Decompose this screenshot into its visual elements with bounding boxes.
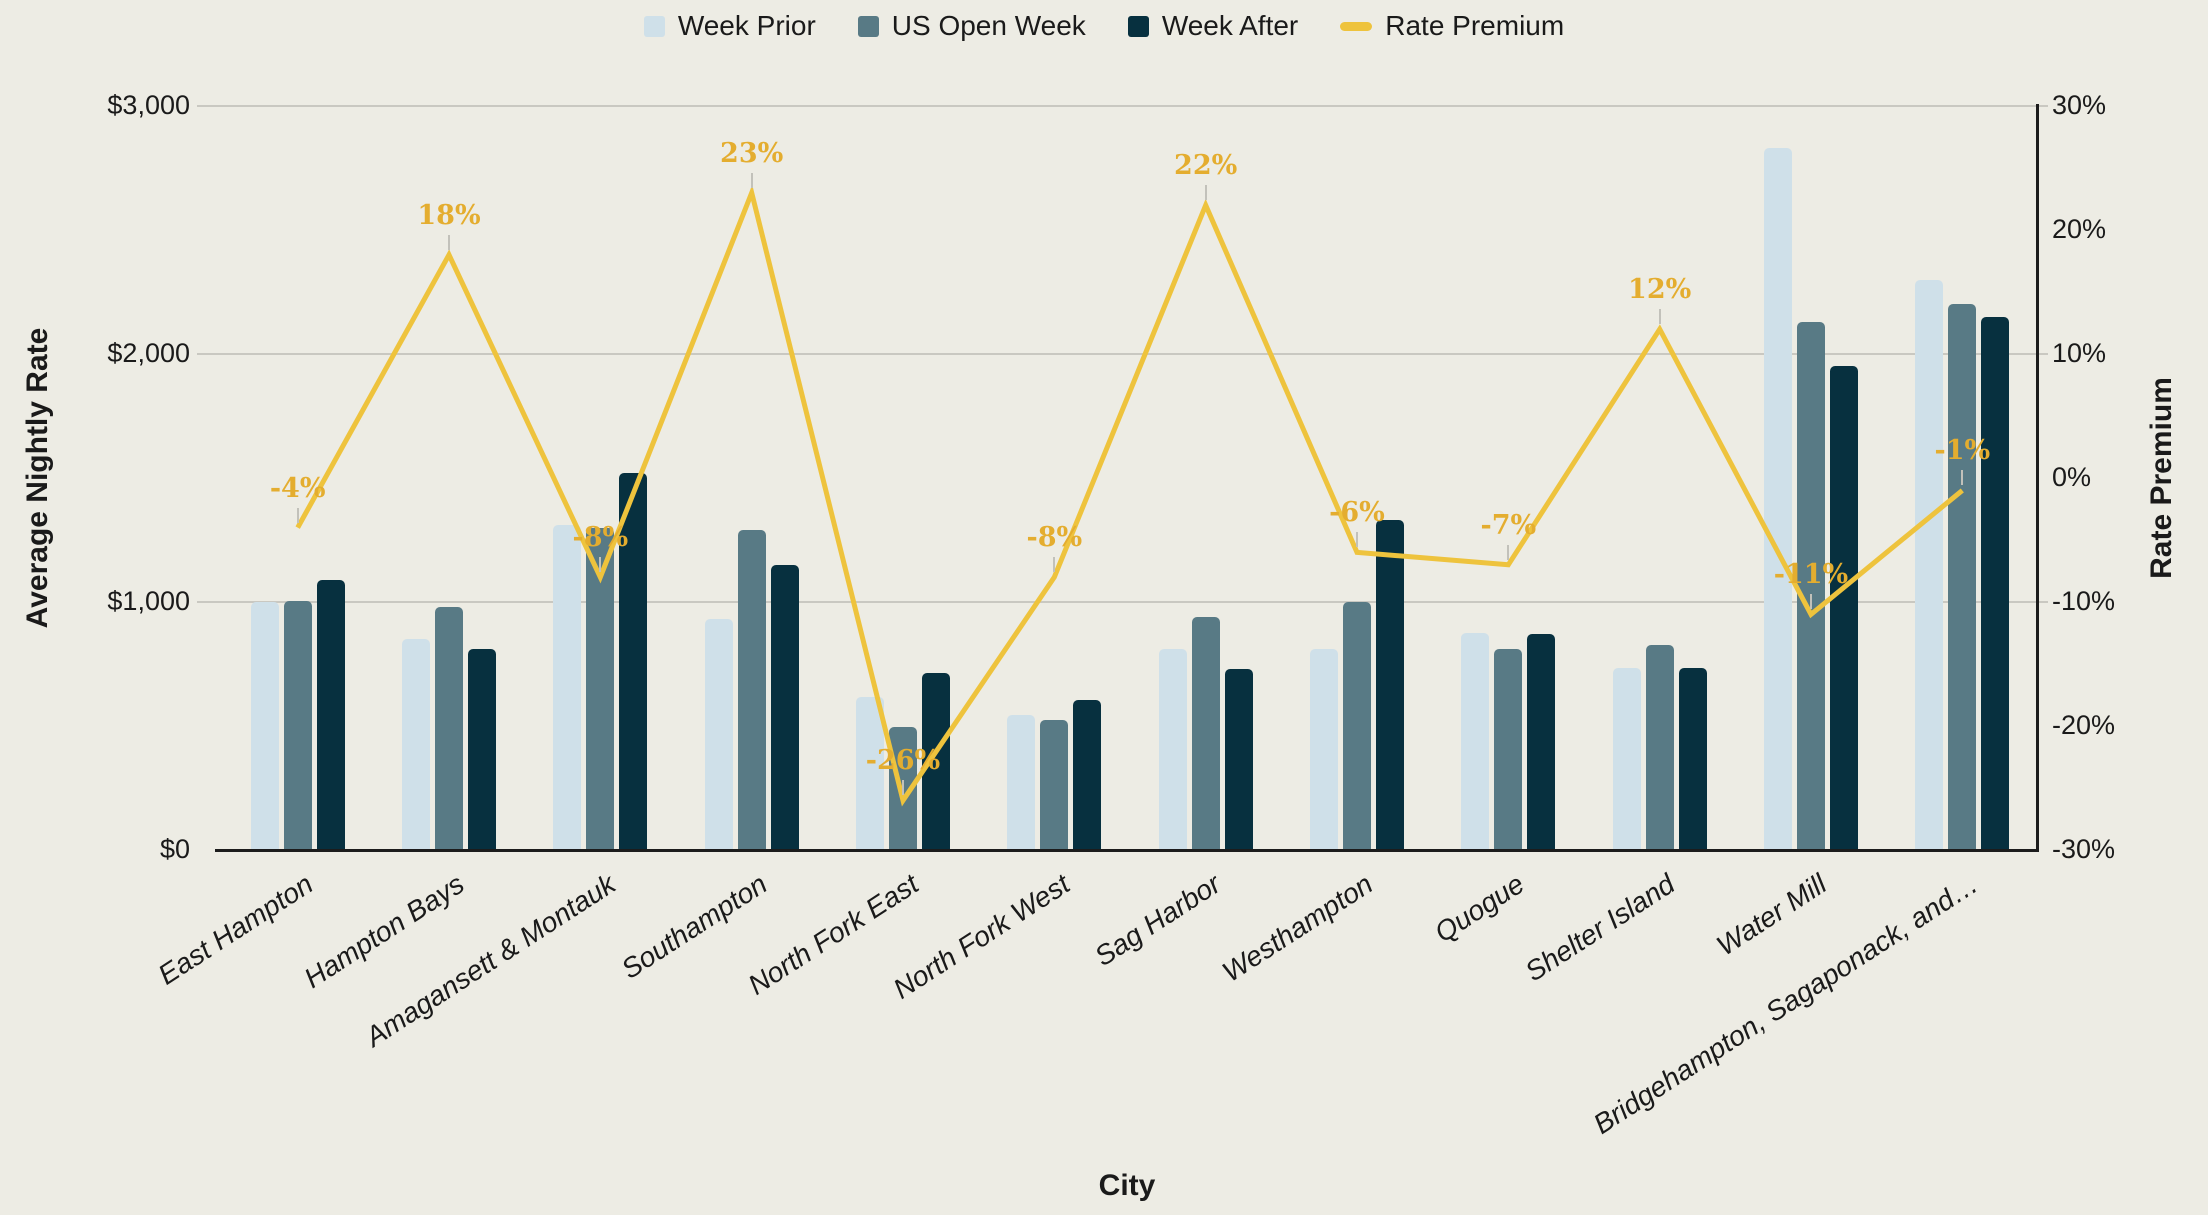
- legend-label: Rate Premium: [1385, 10, 1565, 41]
- week-after-swatch-icon: [1127, 15, 1149, 37]
- rate-premium-label-leader: [1507, 544, 1510, 560]
- bar-week-after: [1981, 316, 2010, 850]
- rate-premium-data-label: 12%: [1628, 274, 1692, 306]
- bar-us-open-week: [1040, 719, 1069, 850]
- legend-label: Week Prior: [677, 10, 816, 41]
- legend-item-rate-premium: Rate Premium: [1340, 10, 1564, 42]
- right-axis-tick-label: 30%: [2052, 90, 2107, 120]
- bar-week-prior: [1461, 633, 1490, 850]
- rate-premium-label-leader: [750, 172, 753, 188]
- rate-premium-line-swatch-icon: [1340, 21, 1373, 31]
- bar-us-open-week: [1494, 649, 1523, 850]
- bar-week-prior: [1612, 667, 1641, 850]
- x-axis-title: City: [1098, 1169, 1156, 1202]
- bar-us-open-week: [586, 527, 615, 850]
- right-axis-tick-label: 20%: [2052, 214, 2107, 244]
- left-axis-tick-label: $1,000: [107, 586, 190, 616]
- x-axis-category-label: Southampton: [615, 868, 773, 985]
- right-axis-tick-label: -30%: [2052, 834, 2116, 864]
- chart-legend: Week Prior US Open Week Week After Rate …: [0, 10, 2208, 42]
- left-axis-tick-label: $0: [159, 834, 190, 864]
- bar-us-open-week: [1948, 304, 1977, 850]
- legend-label: Week After: [1161, 10, 1299, 41]
- x-axis-category-label: Quogue: [1428, 868, 1530, 949]
- rate-premium-label-leader: [1204, 185, 1207, 201]
- bar-week-after: [1527, 634, 1556, 850]
- bar-week-prior: [1310, 649, 1338, 850]
- us-open-week-swatch-icon: [857, 15, 879, 37]
- right-axis-tick-label: -10%: [2052, 586, 2116, 616]
- x-axis-category-label: Westhampton: [1216, 868, 1378, 988]
- rate-premium-data-label: -11%: [1773, 559, 1849, 591]
- rate-premium-label-leader: [1810, 594, 1812, 610]
- rate-premium-label-leader: [902, 780, 904, 796]
- rate-premium-label-leader: [296, 507, 299, 523]
- x-axis-category-label: Amagansett & Montauk: [360, 868, 622, 1053]
- bar-week-prior: [1915, 279, 1944, 850]
- rate-premium-data-label: -6%: [1329, 497, 1385, 529]
- bar-week-after: [316, 579, 345, 850]
- legend-item-week-prior: Week Prior: [643, 10, 816, 42]
- gridline: [197, 105, 2048, 107]
- rate-premium-data-label: -8%: [572, 522, 629, 554]
- bar-week-prior: [402, 639, 430, 850]
- rate-premium-data-label: -7%: [1480, 509, 1537, 541]
- rate-premium-label-leader: [1658, 309, 1661, 325]
- rate-premium-data-label: -1%: [1934, 435, 1991, 467]
- bar-week-after: [770, 564, 799, 850]
- bar-week-prior: [1158, 649, 1187, 850]
- right-axis-tick-label: 10%: [2052, 338, 2107, 368]
- right-axis-line: [2036, 104, 2039, 852]
- right-axis-tick-label: 0%: [2052, 462, 2092, 492]
- bar-us-open-week: [283, 600, 312, 850]
- right-axis-tick-label: -20%: [2052, 710, 2116, 740]
- left-axis-title: Average Nightly Rate: [21, 327, 54, 629]
- rate-premium-label-leader: [1961, 470, 1964, 486]
- rate-premium-label-leader: [1053, 557, 1056, 573]
- bar-us-open-week: [1645, 645, 1674, 850]
- legend-label: US Open Week: [891, 10, 1086, 41]
- bar-week-after: [468, 649, 496, 850]
- x-axis-category-label: Shelter Island: [1520, 868, 1681, 988]
- bar-week-after: [1224, 668, 1253, 850]
- rate-premium-data-label: 18%: [417, 199, 481, 231]
- legend-item-us-open-week: US Open Week: [857, 10, 1086, 42]
- bar-week-after: [1073, 699, 1102, 850]
- right-axis-title: Rate Premium: [2145, 377, 2178, 579]
- bar-week-after: [1678, 667, 1707, 850]
- left-axis-tick-label: $2,000: [107, 338, 190, 368]
- bar-week-prior: [1764, 148, 1792, 850]
- rate-premium-label-leader: [1356, 532, 1358, 548]
- x-axis-category-label: East Hampton: [152, 868, 319, 991]
- bar-us-open-week: [1343, 602, 1371, 850]
- rate-premium-data-label: -26%: [865, 745, 941, 777]
- bar-us-open-week: [1191, 616, 1220, 850]
- rate-premium-data-label: 23%: [720, 137, 784, 169]
- bar-week-prior: [1007, 714, 1036, 850]
- bar-week-after: [1830, 366, 1858, 850]
- bar-week-prior: [250, 602, 279, 850]
- bar-us-open-week: [435, 606, 463, 850]
- rate-premium-label-leader: [448, 234, 450, 250]
- bar-week-prior: [553, 525, 582, 850]
- bar-week-after: [1376, 520, 1404, 850]
- rate-premium-label-leader: [599, 557, 602, 573]
- rate-premium-data-label: 22%: [1174, 150, 1238, 182]
- rate-premium-data-label: -8%: [1026, 522, 1083, 554]
- left-axis-tick-label: $3,000: [107, 90, 190, 120]
- x-axis-category-label: Sag Harbor: [1089, 868, 1227, 972]
- x-axis-category-label: Water Mill: [1711, 868, 1832, 962]
- week-prior-swatch-icon: [643, 15, 665, 37]
- bar-week-prior: [704, 619, 733, 850]
- bar-us-open-week: [737, 530, 766, 850]
- legend-item-week-after: Week After: [1127, 10, 1299, 42]
- x-axis-line: [215, 849, 2039, 852]
- rate-premium-data-label: -4%: [269, 472, 326, 504]
